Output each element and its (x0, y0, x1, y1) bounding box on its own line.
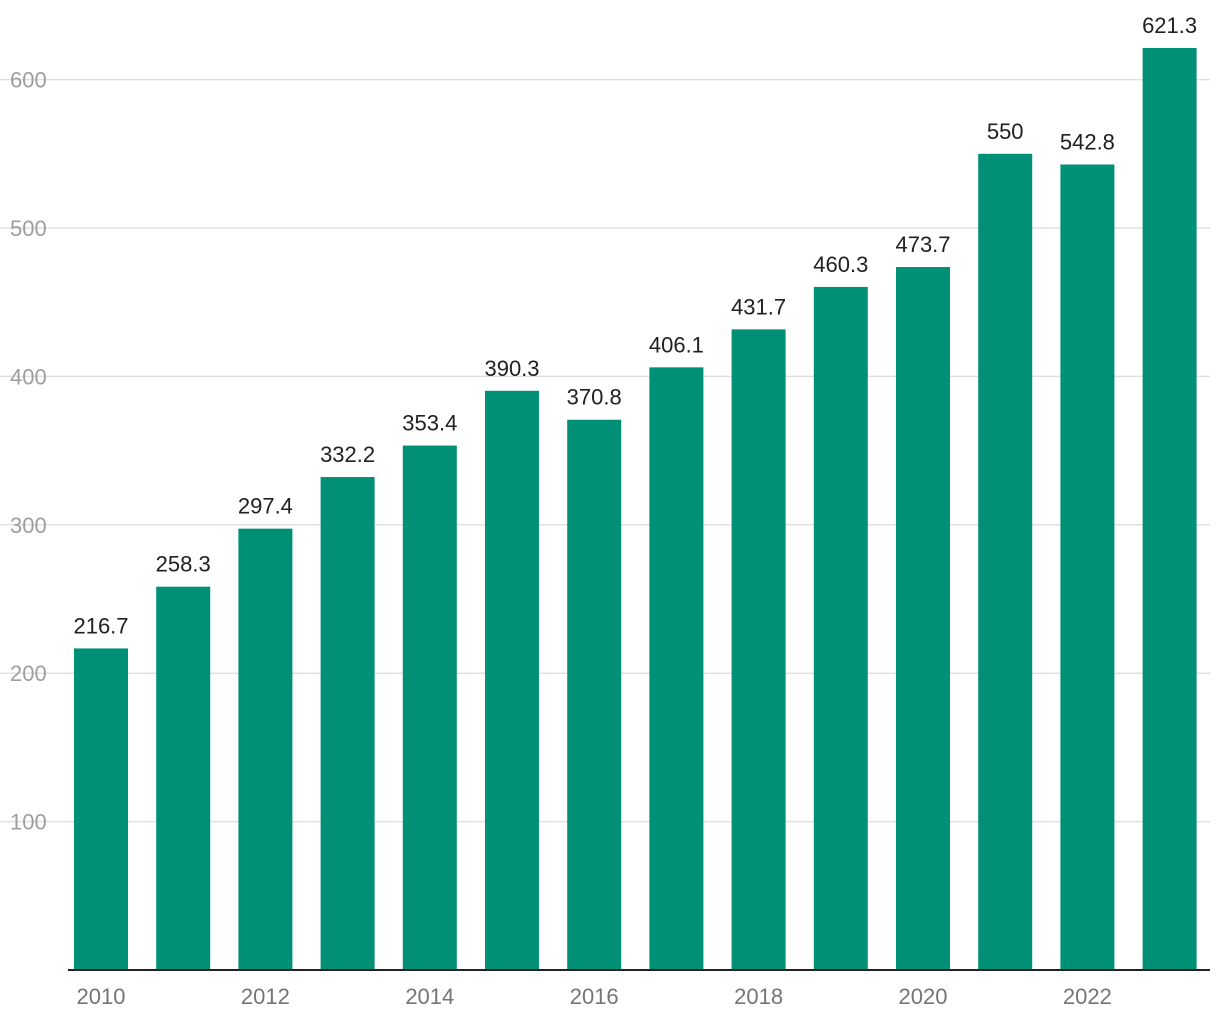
data-label-2018: 431.7 (731, 294, 786, 319)
data-label-2013: 332.2 (320, 442, 375, 467)
bar-2014 (402, 445, 457, 970)
x-axis-ticks: 2010 2012 2014 2016 2018 2020 2022 (77, 984, 1112, 1009)
x-tick-label-2020: 2020 (899, 984, 948, 1009)
data-labels: 216.7 258.3 297.4 332.2 353.4 390.3 370.8 406.1… (73, 13, 1197, 638)
data-label-2023: 621.3 (1142, 13, 1197, 38)
bar-2011 (156, 586, 211, 970)
bar-2016 (567, 419, 622, 970)
data-label-2022: 542.8 (1060, 129, 1115, 154)
y-tick-label-500: 500 (10, 216, 47, 241)
y-tick-label-100: 100 (10, 810, 47, 835)
x-tick-label-2014: 2014 (405, 984, 454, 1009)
data-label-2012: 297.4 (238, 494, 293, 519)
data-label-2014: 353.4 (402, 411, 457, 436)
bar-2022 (1060, 164, 1115, 970)
data-label-2020: 473.7 (895, 232, 950, 257)
data-label-2015: 390.3 (484, 356, 539, 381)
bar-2023 (1142, 48, 1197, 970)
bar-2019 (813, 286, 868, 970)
bar-2017 (649, 367, 704, 970)
data-label-2010: 216.7 (73, 613, 128, 638)
x-tick-label-2010: 2010 (77, 984, 126, 1009)
data-label-2021: 550 (987, 119, 1024, 144)
y-tick-label-300: 300 (10, 513, 47, 538)
bar-2013 (320, 477, 375, 970)
data-label-2019: 460.3 (813, 252, 868, 277)
bars (74, 48, 1197, 971)
x-tick-label-2012: 2012 (241, 984, 290, 1009)
x-tick-label-2018: 2018 (734, 984, 783, 1009)
bar-2010 (74, 648, 128, 970)
bar-2018 (731, 329, 786, 970)
y-tick-label-600: 600 (10, 68, 47, 93)
y-axis-ticks: 100 200 300 400 500 600 (10, 68, 47, 835)
x-tick-label-2022: 2022 (1063, 984, 1112, 1009)
bar-2020 (896, 267, 950, 970)
bar-2012 (238, 528, 293, 970)
data-label-2017: 406.1 (649, 332, 704, 357)
x-tick-label-2016: 2016 (570, 984, 619, 1009)
bar-2021 (978, 153, 1033, 970)
y-tick-label-200: 200 (10, 661, 47, 686)
data-label-2011: 258.3 (156, 552, 211, 577)
y-tick-label-400: 400 (10, 364, 47, 389)
bar-2015 (485, 390, 539, 971)
data-label-2016: 370.8 (567, 385, 622, 410)
